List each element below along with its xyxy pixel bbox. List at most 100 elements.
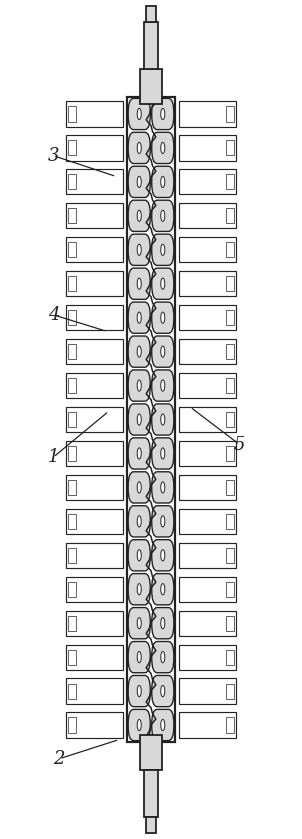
- FancyBboxPatch shape: [152, 98, 174, 129]
- Circle shape: [161, 312, 165, 323]
- Circle shape: [137, 685, 141, 696]
- Bar: [66, 611, 123, 636]
- Bar: [179, 543, 236, 568]
- FancyBboxPatch shape: [152, 268, 174, 300]
- FancyBboxPatch shape: [128, 710, 150, 741]
- Bar: [146, 6, 156, 23]
- Circle shape: [161, 211, 165, 221]
- Circle shape: [137, 652, 141, 663]
- Bar: [68, 649, 76, 664]
- Bar: [179, 203, 236, 228]
- Bar: [66, 237, 123, 263]
- FancyBboxPatch shape: [128, 268, 150, 300]
- Bar: [68, 412, 76, 427]
- Bar: [66, 644, 123, 670]
- Bar: [68, 276, 76, 291]
- Bar: [144, 770, 158, 816]
- Bar: [226, 480, 234, 495]
- Circle shape: [161, 550, 165, 561]
- Text: 1: 1: [47, 448, 59, 466]
- Circle shape: [137, 516, 141, 527]
- Bar: [66, 407, 123, 432]
- Circle shape: [137, 108, 141, 120]
- FancyBboxPatch shape: [152, 506, 174, 537]
- FancyBboxPatch shape: [128, 98, 150, 129]
- Bar: [66, 576, 123, 602]
- Bar: [140, 735, 162, 770]
- FancyBboxPatch shape: [152, 472, 174, 503]
- Bar: [179, 339, 236, 364]
- Bar: [68, 684, 76, 699]
- Bar: [179, 407, 236, 432]
- FancyBboxPatch shape: [128, 607, 150, 638]
- Bar: [226, 513, 234, 529]
- Bar: [179, 611, 236, 636]
- Bar: [179, 271, 236, 296]
- Text: 5: 5: [234, 435, 246, 454]
- Bar: [68, 717, 76, 732]
- Circle shape: [161, 278, 165, 289]
- FancyBboxPatch shape: [128, 675, 150, 706]
- Circle shape: [161, 244, 165, 255]
- Circle shape: [137, 278, 141, 289]
- Circle shape: [161, 618, 165, 628]
- Circle shape: [161, 143, 165, 154]
- Bar: [68, 107, 76, 122]
- Text: 4: 4: [47, 305, 59, 324]
- Circle shape: [161, 652, 165, 663]
- Circle shape: [161, 482, 165, 493]
- Bar: [226, 140, 234, 155]
- Bar: [226, 208, 234, 223]
- FancyBboxPatch shape: [128, 438, 150, 469]
- FancyBboxPatch shape: [152, 675, 174, 706]
- Bar: [146, 816, 156, 833]
- Text: 2: 2: [53, 750, 65, 768]
- FancyBboxPatch shape: [152, 710, 174, 741]
- FancyBboxPatch shape: [128, 133, 150, 164]
- FancyBboxPatch shape: [152, 539, 174, 571]
- Circle shape: [161, 685, 165, 696]
- Circle shape: [137, 448, 141, 459]
- Bar: [68, 208, 76, 223]
- Bar: [66, 135, 123, 160]
- Bar: [179, 373, 236, 399]
- FancyBboxPatch shape: [128, 166, 150, 197]
- Bar: [68, 548, 76, 563]
- Bar: [226, 684, 234, 699]
- Circle shape: [137, 584, 141, 595]
- FancyBboxPatch shape: [128, 201, 150, 232]
- Bar: [179, 475, 236, 500]
- Bar: [68, 480, 76, 495]
- Bar: [179, 508, 236, 534]
- Bar: [226, 616, 234, 631]
- Bar: [68, 616, 76, 631]
- Bar: [226, 344, 234, 359]
- FancyBboxPatch shape: [128, 539, 150, 571]
- Circle shape: [137, 211, 141, 221]
- Circle shape: [161, 516, 165, 527]
- FancyBboxPatch shape: [128, 574, 150, 605]
- FancyBboxPatch shape: [128, 506, 150, 537]
- Bar: [179, 305, 236, 331]
- Bar: [66, 339, 123, 364]
- FancyBboxPatch shape: [152, 336, 174, 367]
- Bar: [66, 508, 123, 534]
- Circle shape: [161, 380, 165, 391]
- FancyBboxPatch shape: [152, 166, 174, 197]
- Text: 3: 3: [47, 147, 59, 164]
- Bar: [66, 203, 123, 228]
- FancyBboxPatch shape: [128, 642, 150, 673]
- Bar: [66, 305, 123, 331]
- FancyBboxPatch shape: [128, 234, 150, 265]
- Bar: [66, 543, 123, 568]
- Bar: [140, 69, 162, 104]
- Bar: [68, 140, 76, 155]
- Bar: [226, 242, 234, 258]
- Bar: [179, 135, 236, 160]
- Circle shape: [137, 176, 141, 187]
- Bar: [68, 344, 76, 359]
- Bar: [226, 446, 234, 461]
- Circle shape: [161, 414, 165, 425]
- FancyBboxPatch shape: [128, 370, 150, 401]
- Bar: [66, 475, 123, 500]
